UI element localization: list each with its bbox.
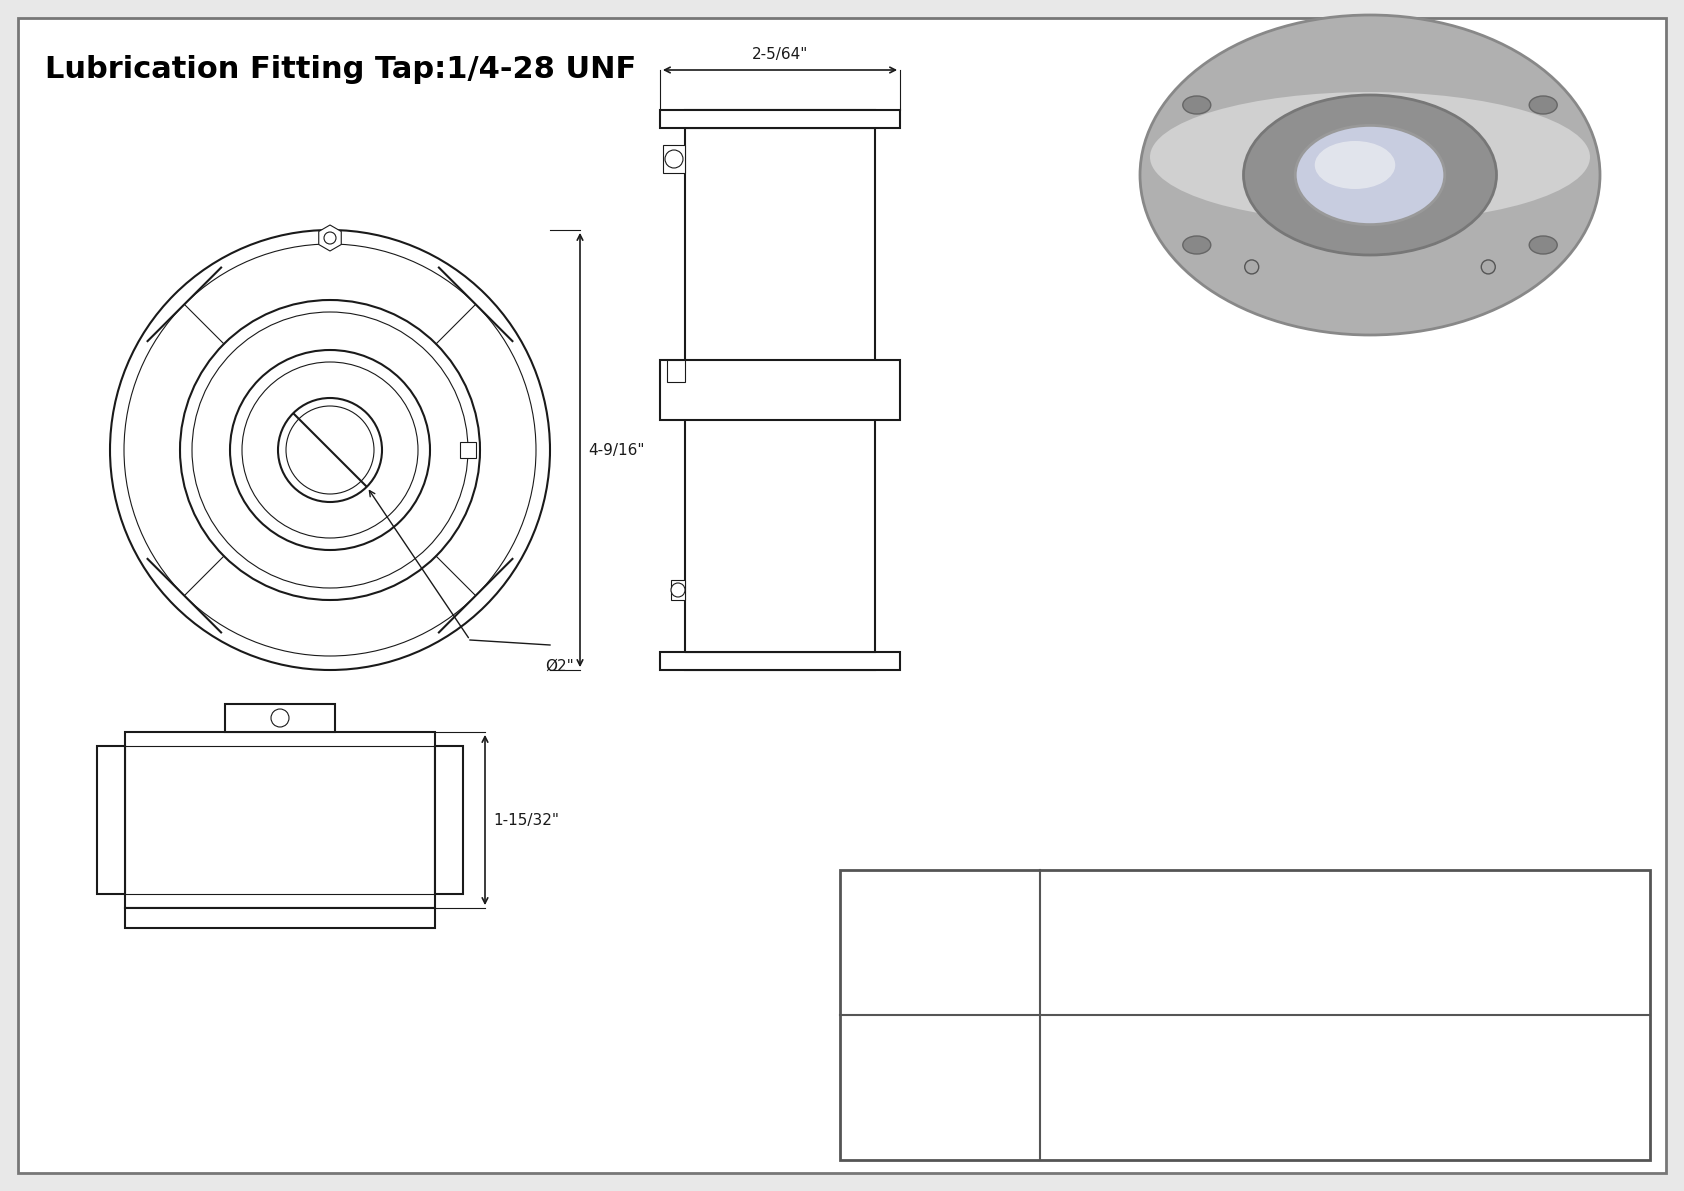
Text: Ø2": Ø2": [546, 659, 574, 674]
Text: 2-5/64": 2-5/64": [751, 46, 808, 62]
Circle shape: [323, 232, 337, 244]
Bar: [685, 110, 876, 671]
Ellipse shape: [1295, 125, 1445, 225]
Text: UELC210-32: UELC210-32: [1275, 1043, 1415, 1064]
Bar: [667, 360, 685, 382]
Text: 4-9/16": 4-9/16": [588, 443, 645, 457]
Text: SHANGHAI LILY BEARING LIMITED: SHANGHAI LILY BEARING LIMITED: [1189, 1112, 1502, 1130]
Circle shape: [242, 362, 418, 538]
Bar: [660, 110, 899, 127]
Bar: [670, 580, 685, 600]
Circle shape: [109, 230, 551, 671]
Bar: [663, 145, 685, 173]
Ellipse shape: [1182, 236, 1211, 254]
Circle shape: [125, 244, 536, 656]
Bar: [226, 704, 335, 732]
Text: Email: lilybearing@lily-bearing.com: Email: lilybearing@lily-bearing.com: [1223, 1080, 1468, 1095]
Ellipse shape: [1150, 92, 1590, 222]
Circle shape: [286, 406, 374, 494]
Circle shape: [231, 350, 429, 550]
Text: ®: ®: [1002, 1064, 1021, 1081]
Circle shape: [192, 312, 468, 588]
Text: Lubrication Fitting Tap:1/4-28 UNF: Lubrication Fitting Tap:1/4-28 UNF: [45, 55, 637, 85]
Text: LILY: LILY: [879, 1059, 1002, 1114]
Bar: [125, 732, 434, 908]
Circle shape: [180, 300, 480, 600]
Circle shape: [1244, 260, 1258, 274]
Text: Part
Number: Part Number: [906, 1067, 973, 1106]
Circle shape: [1482, 260, 1495, 274]
Ellipse shape: [1529, 236, 1558, 254]
Ellipse shape: [1243, 95, 1497, 255]
Polygon shape: [318, 225, 342, 251]
Circle shape: [271, 709, 290, 727]
Ellipse shape: [1529, 96, 1558, 114]
Bar: [840, 869, 1650, 1160]
Circle shape: [278, 398, 382, 501]
Ellipse shape: [1315, 141, 1396, 189]
Ellipse shape: [1182, 96, 1211, 114]
Ellipse shape: [1140, 15, 1600, 335]
Text: 1-15/32": 1-15/32": [493, 812, 559, 828]
Bar: [434, 746, 463, 894]
Circle shape: [670, 584, 685, 597]
Bar: [125, 908, 434, 928]
Text: Cartridge Bearing Units Accu-Loc Concentric Collar
Locking: Cartridge Bearing Units Accu-Loc Concent…: [1169, 1100, 1522, 1130]
Bar: [460, 442, 477, 459]
Bar: [660, 651, 899, 671]
Circle shape: [665, 150, 684, 168]
Bar: [660, 360, 899, 420]
Bar: [98, 746, 125, 894]
